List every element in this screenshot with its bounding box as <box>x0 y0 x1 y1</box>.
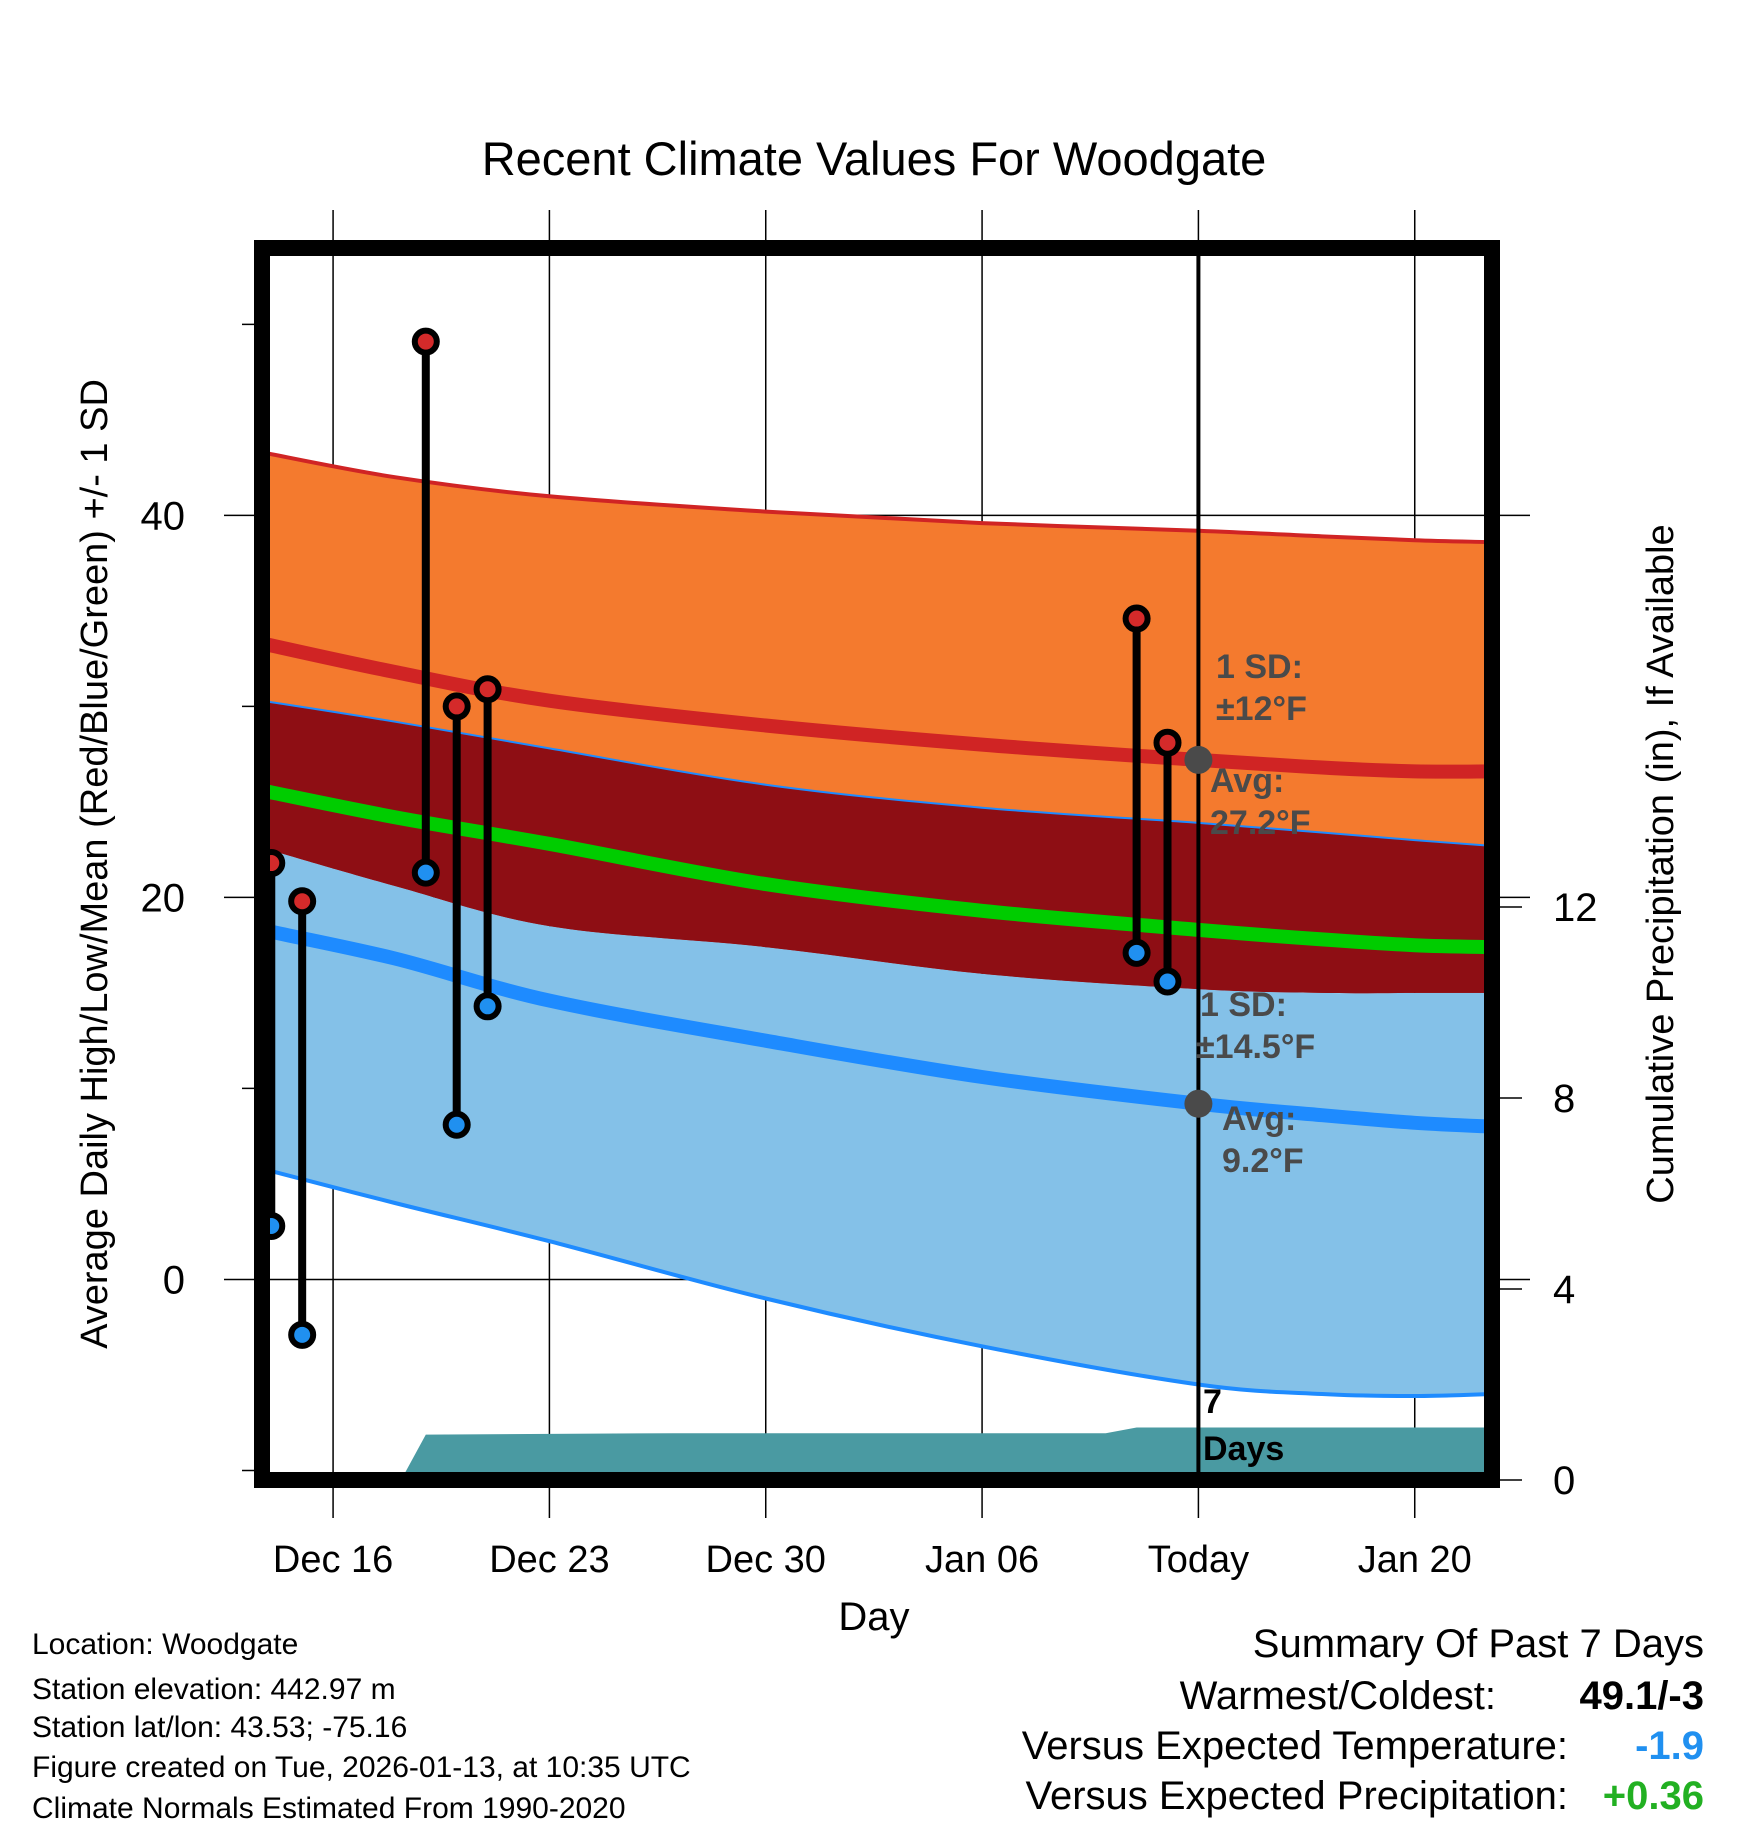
axes: Dec 16 Dec 23 Dec 30 Jan 06 Today Jan 2002040… <box>141 240 1598 1581</box>
low-point <box>1122 938 1151 967</box>
high-point <box>1122 604 1151 633</box>
annotation-low-sd-value: ±14.5°F <box>1196 1028 1315 1066</box>
high-point <box>1153 728 1182 757</box>
y-tick-label-left: 0 <box>163 1258 185 1302</box>
low-point <box>1153 967 1182 996</box>
high-point <box>442 692 471 721</box>
high-lower-line <box>262 699 1492 847</box>
x-tick-label: Dec 23 <box>489 1539 609 1581</box>
chart-title: Recent Climate Values For Woodgate <box>482 132 1267 185</box>
annotation-low-avg: Avg: 9.2°F <box>1222 1100 1304 1180</box>
days-marker-label: Days <box>1203 1430 1284 1468</box>
y-tick-label-right: 4 <box>1553 1268 1575 1312</box>
overlap-band-fill <box>262 700 1492 994</box>
normal-bands <box>262 248 1492 1480</box>
annotation-days-marker: 7 Days <box>1203 1383 1284 1468</box>
high-point <box>288 887 317 916</box>
low-lower-line <box>262 1166 1492 1399</box>
annotation-low-sd: 1 SD: ±14.5°F <box>1196 986 1315 1066</box>
mean-line <box>262 783 1492 955</box>
y-tick-label-left: 20 <box>141 876 186 920</box>
x-axis-label: Day <box>838 1595 909 1639</box>
annotation-high-sd: 1 SD: ±12°F <box>1216 648 1307 728</box>
y-axis-left-label: Average Daily High/Low/Mean (Red/Blue/Gr… <box>74 379 116 1349</box>
x-tick-label: Dec 30 <box>706 1539 826 1581</box>
low-point <box>442 1110 471 1139</box>
annotation-high-sd-label: 1 SD: <box>1216 648 1303 686</box>
y-tick-label-right: 0 <box>1553 1459 1575 1503</box>
high-point <box>411 327 440 356</box>
x-tick-label: Jan 06 <box>925 1539 1039 1581</box>
annotation-high-avg-value: 27.2°F <box>1210 804 1311 842</box>
summary-warmest-value: 49.1/-3 <box>1579 1674 1704 1718</box>
high-mean-line <box>262 636 1492 779</box>
observation-bars <box>257 327 1182 1349</box>
high-upper-line <box>262 450 1492 545</box>
x-tick-label: Jan 20 <box>1358 1539 1472 1581</box>
y-axis-right-label: Cumulative Precipitation (in), If Availa… <box>1640 524 1682 1203</box>
low-point <box>288 1320 317 1349</box>
y-tick-label-left: 40 <box>141 494 186 538</box>
low-point <box>411 858 440 887</box>
high-point <box>473 675 502 704</box>
info-created: Figure created on Tue, 2026-01-13, at 10… <box>32 1751 691 1784</box>
annotation-low-sd-label: 1 SD: <box>1200 986 1287 1024</box>
annotation-high-avg: Avg: 27.2°F <box>1210 762 1311 842</box>
summary-precip-label: Versus Expected Precipitation: <box>1025 1774 1568 1818</box>
y-tick-label-right: 12 <box>1553 886 1598 930</box>
annotation-low-avg-label: Avg: <box>1222 1100 1296 1138</box>
x-tick-label: Today <box>1148 1539 1249 1581</box>
info-latlon: Station lat/lon: 43.53; -75.16 <box>32 1711 408 1744</box>
info-location: Location: Woodgate <box>32 1628 299 1661</box>
low-point <box>473 992 502 1021</box>
plot-frame <box>254 240 1500 1488</box>
summary-title: Summary Of Past 7 Days <box>1252 1622 1704 1666</box>
annotation-high-avg-label: Avg: <box>1210 762 1284 800</box>
precipitation-area <box>401 1427 1492 1480</box>
high-avg-marker <box>1184 745 1213 774</box>
low-mean-line <box>262 923 1492 1134</box>
y-tick-label-right: 8 <box>1553 1077 1575 1121</box>
annotation-high-sd-value: ±12°F <box>1216 690 1307 728</box>
summary-precip-value: +0.36 <box>1602 1774 1704 1818</box>
low-avg-marker <box>1184 1089 1213 1118</box>
annotation-low-avg-value: 9.2°F <box>1222 1142 1304 1180</box>
summary-warmest-label: Warmest/Coldest: <box>1179 1674 1496 1718</box>
info-normals: Climate Normals Estimated From 1990-2020 <box>32 1792 626 1825</box>
x-tick-label: Dec 16 <box>273 1539 393 1581</box>
info-elevation: Station elevation: 442.97 m <box>32 1673 396 1706</box>
days-marker-number: 7 <box>1203 1383 1222 1421</box>
high-sd-band <box>262 452 1492 846</box>
summary-temp-value: -1.9 <box>1635 1724 1704 1768</box>
summary-temp-label: Versus Expected Temperature: <box>1021 1724 1568 1768</box>
low-sd-band <box>262 847 1492 1396</box>
